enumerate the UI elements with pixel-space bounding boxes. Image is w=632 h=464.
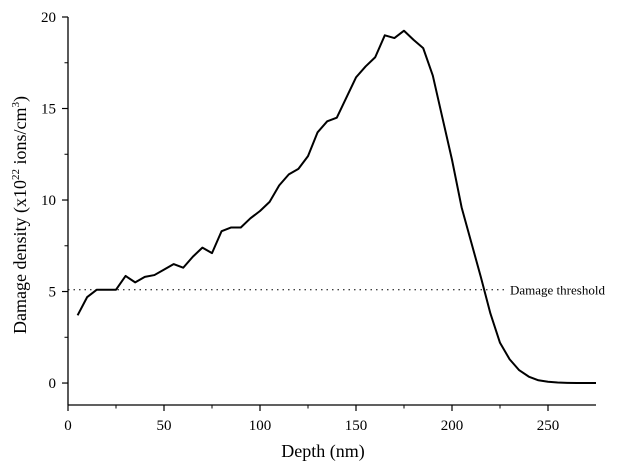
x-tick-label: 150: [345, 418, 368, 434]
y-axis-title: Damage density (x1022 ions/cm3): [10, 96, 31, 334]
y-tick-label: 15: [41, 102, 56, 118]
damage-density-series-line: [76, 29, 596, 385]
x-axis-ticks: 0 50 100 150 200 250: [64, 405, 559, 434]
y-tick-label: 0: [49, 376, 57, 392]
damage-threshold: Damage threshold: [68, 283, 605, 298]
y-tick-label: 10: [41, 193, 56, 209]
x-axis-title: Depth (nm): [281, 441, 364, 462]
y-tick-label: 20: [41, 10, 56, 26]
threshold-label: Damage threshold: [510, 283, 605, 298]
x-tick-label: 200: [441, 418, 464, 434]
x-tick-label: 250: [537, 418, 560, 434]
y-axis-ticks: 0 5 10 15 20: [41, 10, 68, 392]
plot-frame: [67, 17, 596, 406]
x-tick-label: 100: [249, 418, 272, 434]
x-tick-label: 0: [64, 418, 72, 434]
y-tick-label: 5: [49, 285, 57, 301]
x-tick-label: 50: [157, 418, 172, 434]
